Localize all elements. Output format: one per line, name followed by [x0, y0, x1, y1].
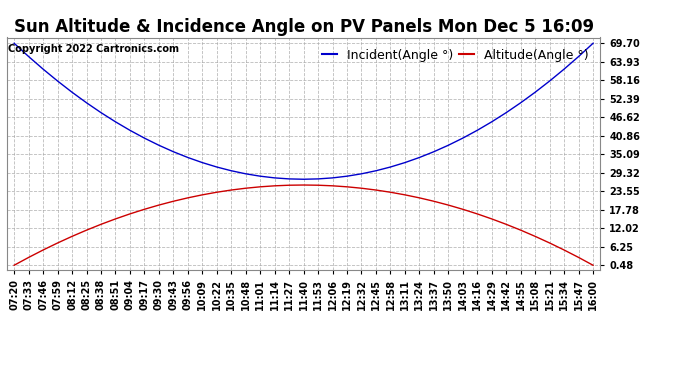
Legend: Incident(Angle °), Altitude(Angle °): Incident(Angle °), Altitude(Angle °) [317, 44, 594, 67]
Text: Copyright 2022 Cartronics.com: Copyright 2022 Cartronics.com [8, 45, 179, 54]
Title: Sun Altitude & Incidence Angle on PV Panels Mon Dec 5 16:09: Sun Altitude & Incidence Angle on PV Pan… [14, 18, 593, 36]
